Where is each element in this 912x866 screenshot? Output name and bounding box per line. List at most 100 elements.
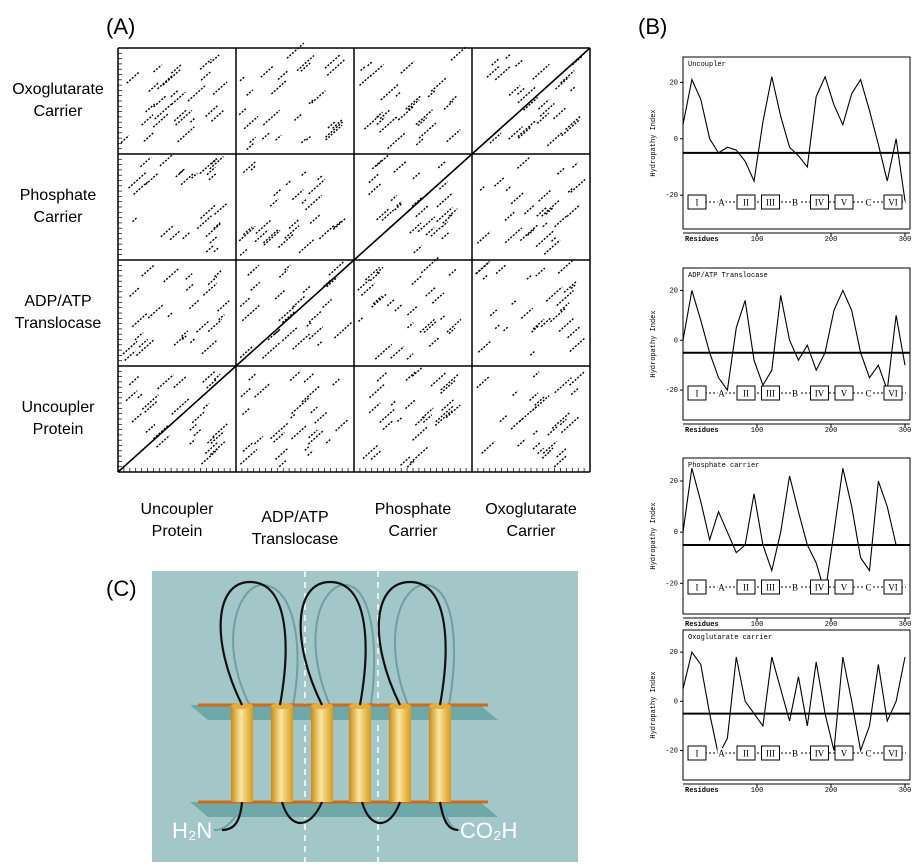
dot-run — [569, 337, 586, 353]
dot-run — [209, 441, 226, 456]
dot-run — [414, 415, 427, 426]
dot-run — [274, 289, 286, 300]
dot-run — [213, 247, 220, 253]
dot-run — [238, 225, 256, 242]
dot-run — [376, 266, 384, 274]
dot-run — [390, 194, 398, 202]
dot-run — [207, 318, 223, 333]
dot-run — [308, 178, 326, 195]
dot-run — [206, 166, 216, 176]
dot-run — [138, 338, 149, 348]
dot-run — [147, 303, 165, 319]
dot-run — [306, 322, 312, 327]
segment-label: VI — [888, 583, 898, 593]
dot-run — [365, 266, 381, 281]
dot-run — [430, 371, 447, 387]
dot-run — [405, 370, 417, 381]
dot-run — [308, 99, 314, 105]
x-axis-label: Residues — [685, 621, 719, 629]
dot-run — [368, 402, 381, 414]
segment-box — [736, 745, 756, 761]
dot-run — [202, 370, 216, 383]
segment-box — [810, 385, 829, 401]
dot-run — [359, 74, 372, 87]
dot-run — [529, 392, 539, 402]
dot-run — [400, 455, 412, 466]
dot-run — [537, 99, 550, 110]
dot-run — [546, 131, 563, 147]
row-label: Carrier — [34, 103, 84, 120]
dot-run — [572, 162, 579, 168]
dot-run — [326, 59, 346, 76]
dot-run — [428, 337, 440, 347]
dot-run — [300, 138, 307, 144]
segment-box — [736, 385, 756, 401]
dot-run — [300, 61, 312, 72]
dot-run — [435, 405, 454, 423]
dot-run — [292, 295, 306, 308]
dot-run — [390, 345, 405, 359]
dot-run — [262, 228, 280, 244]
dot-run — [209, 236, 218, 244]
dot-plot-matrix: Oxoglutarate Carrier Phosphate Carrier ADP/A… — [12, 42, 591, 548]
segment-label: V — [841, 749, 848, 759]
segment-box — [761, 579, 780, 595]
dot-run — [565, 115, 581, 131]
dot-run — [157, 374, 174, 390]
column-label: Carrier — [507, 523, 557, 540]
dot-run — [503, 325, 510, 332]
segment-label: A — [718, 583, 725, 593]
dot-run — [303, 372, 316, 383]
dot-run — [387, 132, 406, 150]
row-label: Phosphate — [20, 187, 97, 204]
segment-label: II — [743, 583, 749, 593]
dot-run — [556, 447, 567, 458]
helix-top — [311, 703, 333, 709]
dot-run — [296, 54, 315, 72]
dot-run — [443, 100, 454, 110]
dot-run — [137, 393, 143, 399]
dot-run — [205, 244, 215, 253]
dot-run — [143, 131, 155, 142]
dot-run — [281, 310, 296, 324]
dot-run — [489, 309, 498, 317]
dot-run — [422, 414, 433, 424]
dot-run — [325, 439, 331, 444]
dot-run — [291, 397, 310, 415]
dot-run — [173, 335, 185, 346]
dot-run — [307, 429, 325, 445]
dot-run — [308, 326, 324, 340]
segment-label: VI — [888, 389, 898, 399]
segment-label: IV — [815, 749, 825, 759]
segment-label: I — [696, 749, 699, 759]
dot-run — [423, 321, 437, 334]
dot-run — [169, 230, 181, 241]
dot-run — [537, 447, 545, 455]
membrane-bottom — [190, 802, 498, 817]
dot-run — [515, 59, 524, 67]
dot-run — [517, 87, 525, 95]
dot-run — [548, 446, 555, 453]
dot-run — [406, 459, 416, 468]
dot-run — [412, 172, 421, 180]
dot-run — [569, 371, 586, 386]
segment-label: B — [792, 583, 798, 593]
dot-run — [275, 134, 282, 141]
diagonal — [117, 365, 237, 473]
dot-run — [441, 399, 454, 411]
dot-run — [239, 345, 254, 359]
x-tick-label: 200 — [825, 787, 838, 795]
dot-run — [446, 129, 461, 143]
dot-run — [566, 204, 581, 218]
dot-run — [560, 70, 575, 84]
dot-run — [241, 407, 250, 416]
segment-label: V — [841, 583, 848, 593]
dot-run — [311, 90, 326, 104]
dot-run — [450, 46, 467, 61]
dot-run — [263, 230, 281, 246]
dot-run — [536, 206, 548, 217]
dot-run — [396, 200, 403, 207]
dot-run — [532, 318, 545, 330]
dot-run — [415, 204, 430, 218]
